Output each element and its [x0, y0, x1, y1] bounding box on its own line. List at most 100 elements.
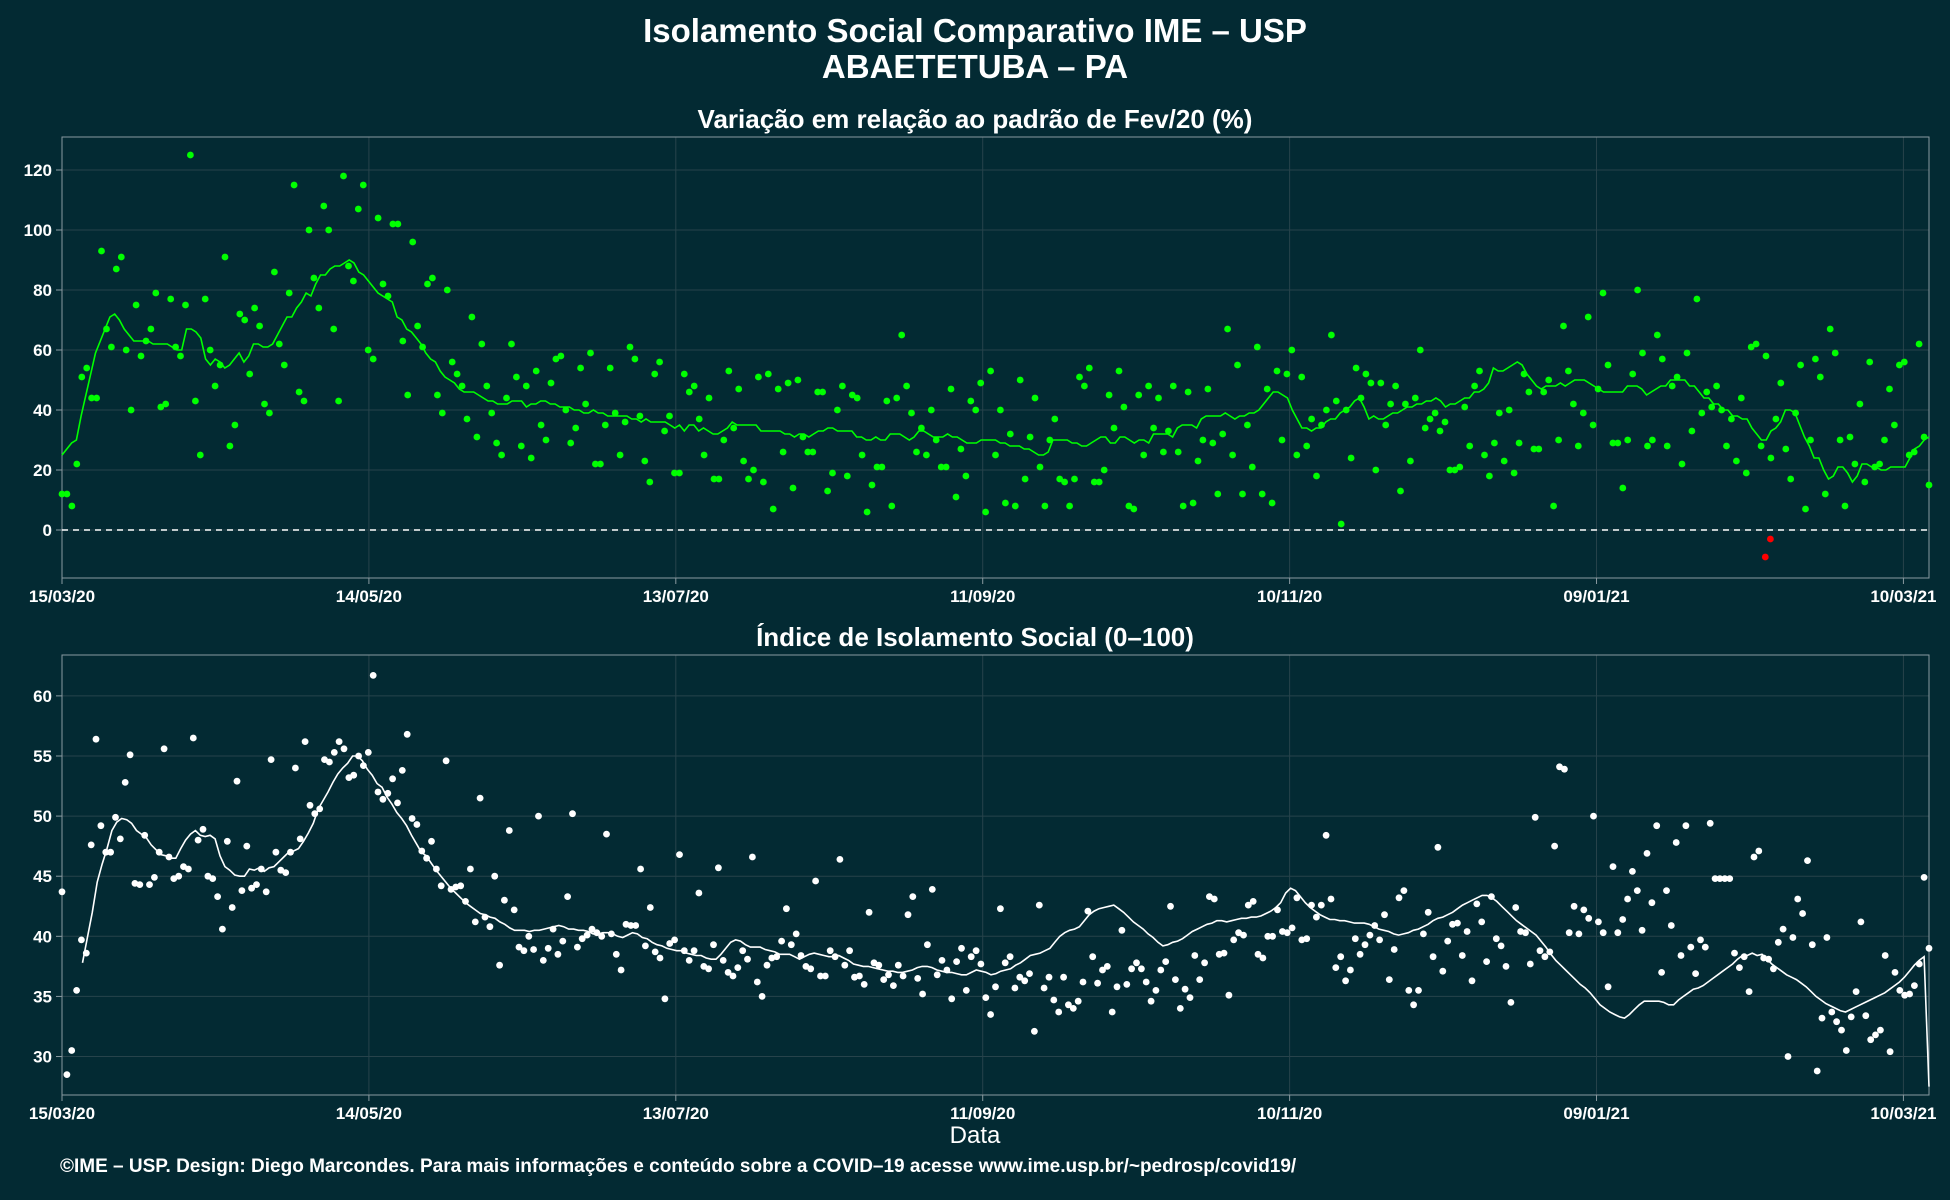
- top-x-tick-label-4: 10/11/20: [1257, 587, 1322, 606]
- bottom-data-point-282: [1429, 953, 1437, 961]
- bottom-data-point-252: [1283, 929, 1291, 937]
- top-data-point-285: [1466, 442, 1474, 450]
- bottom-data-point-226: [1157, 966, 1165, 974]
- top-data-point-58: [345, 262, 352, 270]
- top-data-point-317: [1624, 436, 1632, 444]
- top-data-point-291: [1495, 409, 1503, 417]
- bottom-data-point-16: [136, 881, 144, 888]
- bottom-data-point-66: [379, 795, 387, 803]
- bottom-data-point-197: [1016, 973, 1024, 981]
- bottom-data-point-331: [1667, 922, 1675, 929]
- bottom-data-point-326: [1643, 850, 1651, 857]
- top-data-point-147: [784, 379, 792, 387]
- top-data-point-349: [1782, 445, 1790, 453]
- bottom-data-point-61: [355, 752, 362, 760]
- top-data-point-322: [1649, 436, 1656, 444]
- bottom-data-point-297: [1502, 963, 1510, 970]
- top-data-point-290: [1491, 439, 1498, 447]
- bottom-data-point-374: [1877, 1026, 1884, 1034]
- bottom-data-point-311: [1570, 902, 1578, 910]
- bottom-data-point-222: [1138, 965, 1145, 973]
- top-data-point-258: [1332, 397, 1340, 405]
- top-data-point-225: [1169, 382, 1177, 390]
- top-data-point-144: [769, 505, 777, 513]
- bottom-data-point-36: [233, 777, 241, 785]
- top-data-point-119: [646, 478, 654, 486]
- top-data-point-16: [137, 352, 145, 360]
- bottom-moving-average-line: [81, 755, 1930, 1087]
- bottom-data-point-145: [763, 961, 771, 969]
- top-data-point-308: [1579, 409, 1587, 417]
- top-data-point-5: [83, 364, 91, 372]
- bottom-data-point-86: [476, 794, 484, 802]
- top-data-point-265: [1367, 379, 1375, 387]
- bottom-data-point-105: [569, 810, 576, 818]
- bottom-data-point-131: [695, 889, 703, 897]
- bottom-data-point-369: [1852, 988, 1860, 995]
- bottom-data-point-328: [1653, 822, 1661, 830]
- top-data-point-377: [1920, 433, 1928, 441]
- bottom-data-point-109: [588, 925, 596, 933]
- top-data-point-36: [236, 310, 244, 318]
- top-data-point-288: [1481, 451, 1488, 459]
- bottom-data-point-296: [1497, 942, 1505, 950]
- top-data-point-372: [1896, 361, 1903, 369]
- top-data-point-41: [261, 400, 268, 408]
- bottom-data-point-332: [1672, 839, 1680, 846]
- bottom-y-tick-label-5: 55: [33, 747, 52, 766]
- bottom-data-point-47: [287, 848, 294, 856]
- bottom-data-point-139: [734, 964, 742, 971]
- bottom-data-point-72: [408, 815, 416, 822]
- top-data-point-110: [601, 421, 609, 429]
- bottom-data-point-244: [1244, 901, 1252, 909]
- top-data-point-206: [1076, 373, 1083, 381]
- top-data-point-90: [503, 394, 510, 402]
- bottom-data-point-284: [1439, 967, 1447, 975]
- bottom-data-point-340: [1711, 875, 1719, 882]
- top-data-point-27: [192, 397, 199, 405]
- bottom-data-point-381: [1911, 982, 1918, 989]
- bottom-data-point-130: [690, 947, 698, 955]
- bottom-data-point-38: [243, 842, 251, 850]
- top-data-point-75: [429, 274, 436, 282]
- bottom-data-point-46: [282, 869, 290, 876]
- bottom-data-point-210: [1079, 978, 1087, 986]
- bottom-data-point-28: [194, 836, 202, 844]
- top-data-point-233: [1209, 439, 1217, 447]
- bottom-data-point-290: [1468, 977, 1476, 985]
- top-data-point-281: [1446, 466, 1454, 474]
- bottom-data-point-62: [360, 762, 367, 769]
- bottom-data-point-111: [598, 932, 606, 940]
- bottom-data-point-312: [1575, 930, 1583, 938]
- bottom-data-point-94: [515, 943, 523, 951]
- bottom-data-point-276: [1400, 887, 1408, 894]
- bottom-data-point-133: [705, 965, 712, 973]
- top-data-point-215: [1120, 403, 1128, 411]
- bottom-data-point-259: [1317, 901, 1325, 909]
- top-data-point-84: [473, 433, 481, 441]
- top-data-point-23: [172, 343, 180, 351]
- bottom-data-point-69: [394, 799, 401, 807]
- top-data-point-116: [631, 355, 639, 363]
- bottom-data-point-78: [437, 882, 445, 890]
- top-data-point-327: [1673, 373, 1681, 381]
- top-data-point-130: [700, 451, 708, 459]
- bottom-data-point-185: [958, 944, 965, 952]
- top-data-point-35: [231, 421, 239, 429]
- bottom-data-point-291: [1473, 900, 1481, 908]
- top-data-point-166: [878, 463, 886, 471]
- top-data-point-224: [1165, 427, 1172, 435]
- top-data-point-60: [354, 205, 362, 213]
- bottom-data-point-158: [826, 947, 834, 955]
- top-data-point-232: [1204, 385, 1212, 393]
- bottom-data-point-22: [165, 853, 173, 861]
- bottom-data-point-371: [1862, 1012, 1870, 1020]
- top-data-point-43: [271, 268, 278, 276]
- top-data-point-100: [552, 355, 560, 363]
- bottom-data-point-124: [661, 995, 669, 1003]
- bottom-x-axis-label: Data: [949, 1122, 1001, 1149]
- top-data-point-324: [1658, 355, 1666, 363]
- top-data-point-204: [1066, 502, 1073, 510]
- bottom-data-point-277: [1405, 987, 1413, 994]
- bottom-data-point-1: [63, 1071, 71, 1078]
